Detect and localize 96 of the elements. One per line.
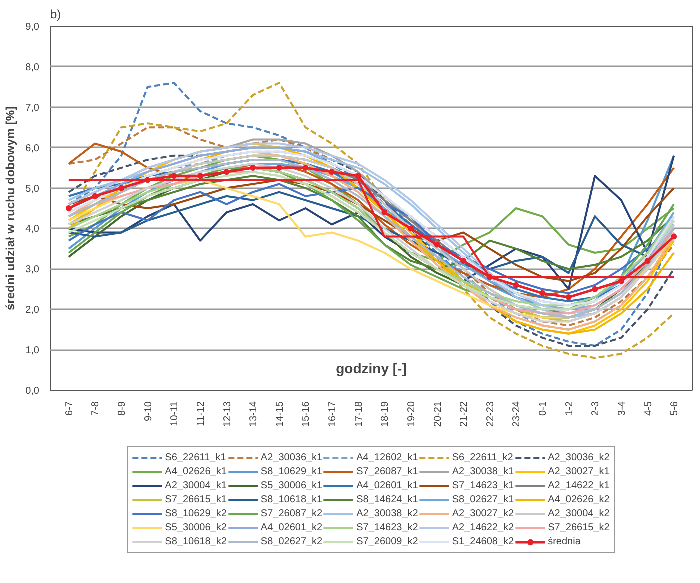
x-tick-label: 8-9 bbox=[117, 401, 128, 416]
legend-label: S7_14623_k2 bbox=[356, 522, 418, 534]
point bbox=[540, 290, 546, 296]
x-tick-label: 2-3 bbox=[590, 401, 602, 416]
point bbox=[486, 274, 493, 280]
x-tick-label: 5-6 bbox=[670, 401, 681, 416]
legend-label: A2_30036_k2 bbox=[548, 452, 610, 464]
x-tick-label: 16-17 bbox=[328, 401, 339, 428]
legend-label: A2_14622_k1 bbox=[548, 480, 610, 492]
point bbox=[92, 193, 98, 200]
x-tick-label: 9-10 bbox=[143, 401, 154, 422]
legend-label: S1_24608_k2 bbox=[452, 536, 514, 548]
x-tick-label: 14-15 bbox=[274, 401, 286, 428]
y-tick-label: 0,0 bbox=[26, 386, 40, 397]
x-tick-label: 7-8 bbox=[90, 401, 102, 416]
point bbox=[460, 258, 467, 264]
x-tick-label: 19-20 bbox=[406, 401, 418, 428]
y-tick-label: 1,0 bbox=[26, 346, 40, 357]
point bbox=[408, 226, 414, 232]
legend-label: S8_10629_k1 bbox=[260, 466, 323, 478]
point bbox=[66, 206, 72, 212]
legend-label: A2_30027_k1 bbox=[548, 466, 610, 478]
legend-label: S8_10629_k2 bbox=[165, 508, 227, 520]
legend-label: S8_10618_k1 bbox=[260, 494, 323, 506]
y-tick-label: 5,0 bbox=[26, 184, 40, 195]
x-tick-label: 21-22 bbox=[459, 401, 470, 428]
x-axis-title: godziny [-] bbox=[336, 360, 407, 376]
x-tick-label: 6-7 bbox=[64, 401, 76, 416]
point bbox=[566, 294, 572, 300]
point bbox=[329, 169, 336, 176]
legend-label: A2_30004_k1 bbox=[165, 480, 227, 492]
x-tick-label: 18-19 bbox=[380, 401, 392, 428]
point bbox=[592, 286, 598, 292]
point bbox=[618, 278, 624, 284]
legend-label: S8_10618_k2 bbox=[165, 536, 227, 548]
x-tick-label: 1-2 bbox=[564, 401, 576, 416]
legend-label: S7_26615_k1 bbox=[165, 494, 227, 506]
legend-label: S7_26009_k2 bbox=[356, 536, 418, 548]
legend-label: S5_30006_k2 bbox=[165, 522, 227, 534]
point bbox=[224, 169, 230, 176]
point bbox=[302, 165, 309, 172]
y-tick-label: 4,0 bbox=[26, 224, 40, 236]
point bbox=[118, 185, 125, 192]
point bbox=[382, 210, 388, 216]
legend-label: A2_30038_k1 bbox=[452, 466, 514, 478]
y-tick-label: 3,0 bbox=[26, 264, 40, 276]
point bbox=[644, 258, 651, 264]
legend-label: S5_30006_k1 bbox=[260, 480, 323, 492]
x-tick-label: 20-21 bbox=[432, 401, 444, 428]
legend-label: S6_22611_k1 bbox=[165, 452, 226, 464]
legend-label: A2_30036_k1 bbox=[260, 452, 323, 464]
x-tick-label: 15-16 bbox=[301, 401, 312, 428]
legend-label: S7_26087_k1 bbox=[356, 466, 418, 478]
point bbox=[355, 173, 362, 180]
point bbox=[434, 242, 440, 248]
y-tick-label: 7,0 bbox=[26, 102, 40, 114]
legend-label: S8_02627_k1 bbox=[452, 494, 514, 506]
point bbox=[513, 282, 520, 288]
y-tick-label: 6,0 bbox=[26, 143, 40, 154]
y-tick-label: 9,0 bbox=[26, 22, 40, 33]
x-tick-label: 22-23 bbox=[485, 401, 496, 428]
chart-title: b) bbox=[50, 8, 62, 22]
point bbox=[276, 165, 282, 172]
y-tick-label: 2,0 bbox=[26, 305, 40, 316]
x-tick-label: 12-13 bbox=[222, 401, 234, 428]
legend-label: S8_02627_k2 bbox=[260, 536, 323, 548]
legend-label: S7_14623_k1 bbox=[452, 480, 514, 492]
legend-label: A2_14622_k2 bbox=[452, 522, 514, 534]
legend-label: A4_12602_k1 bbox=[356, 452, 418, 464]
point bbox=[144, 177, 151, 184]
x-tick-label: 4-5 bbox=[643, 401, 654, 416]
legend-label: A4_02601_k2 bbox=[260, 522, 323, 534]
point bbox=[671, 234, 678, 240]
x-tick-label: 17-18 bbox=[354, 401, 365, 428]
legend-label: A4_02626_k2 bbox=[548, 494, 610, 506]
x-tick-label: 3-4 bbox=[616, 401, 628, 416]
point bbox=[197, 173, 204, 180]
legend-label: S7_26615_k2 bbox=[548, 522, 610, 534]
point bbox=[171, 173, 178, 180]
legend-label: A4_02601_k1 bbox=[356, 480, 418, 492]
point bbox=[250, 165, 256, 172]
legend-label: S8_14624_k1 bbox=[356, 494, 418, 506]
x-tick-label: 11-12 bbox=[196, 401, 207, 426]
legend-label: A2_30038_k2 bbox=[356, 508, 418, 520]
y-axis-title: średni udział w ruchu dobowym [%] bbox=[4, 106, 18, 311]
x-tick-label: 10-11 bbox=[170, 401, 181, 426]
legend-label: S6_22611_k2 bbox=[452, 452, 514, 464]
legend-label: S7_26087_k2 bbox=[260, 508, 323, 520]
y-tick-label: 8,0 bbox=[26, 62, 40, 74]
x-tick-label: 23-24 bbox=[512, 401, 523, 428]
x-tick-label: 0-1 bbox=[538, 401, 550, 416]
legend-label: A2_30027_k2 bbox=[452, 508, 514, 520]
legend-label: A4_02626_k1 bbox=[165, 466, 227, 478]
legend-label: A2_30004_k2 bbox=[548, 508, 610, 520]
x-tick-label: 13-14 bbox=[248, 401, 260, 428]
legend-label: średnia bbox=[548, 536, 581, 548]
